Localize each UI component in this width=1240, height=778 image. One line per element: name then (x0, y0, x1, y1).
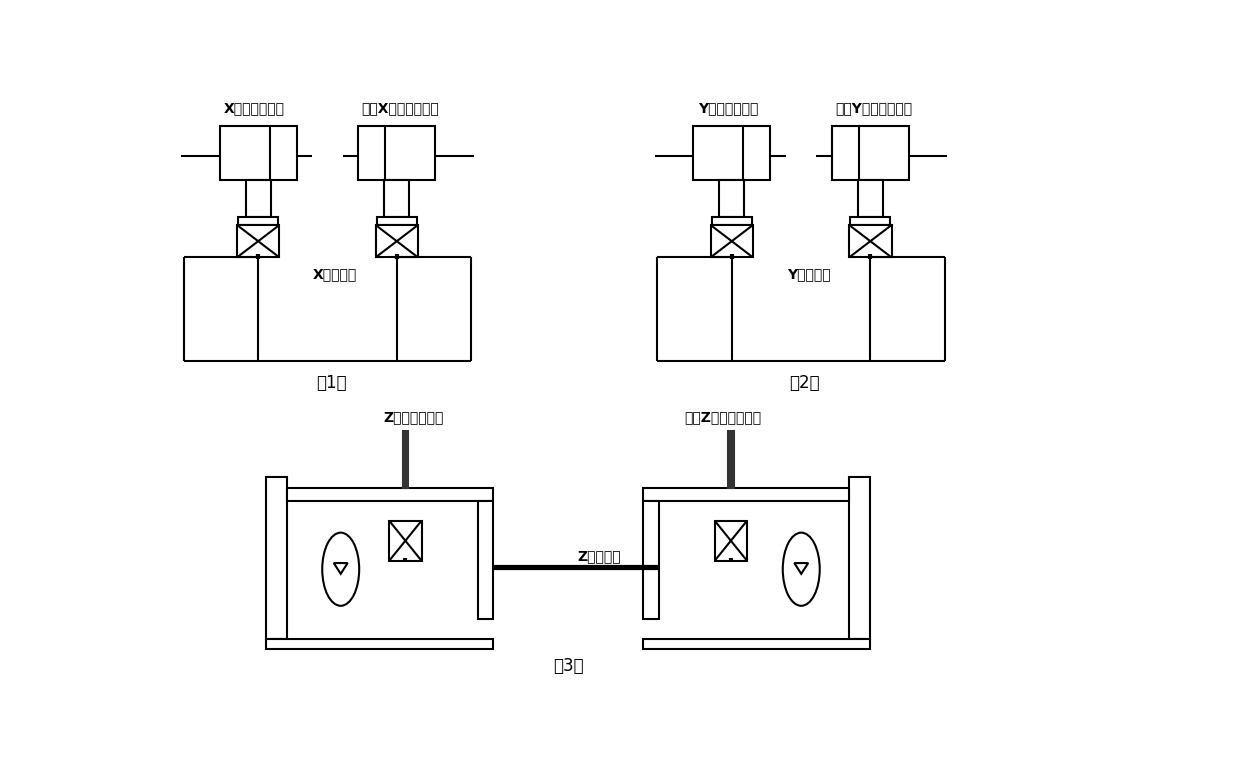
Bar (714, 520, 746, 561)
Text: Z气体通路: Z气体通路 (577, 549, 621, 563)
Bar (693, 127, 770, 180)
Bar (265, 477, 288, 639)
Ellipse shape (782, 533, 820, 606)
Bar (246, 180, 270, 217)
Bar (377, 217, 417, 225)
Text: Y气体通路: Y气体通路 (787, 268, 831, 282)
Bar (728, 430, 734, 489)
Bar (376, 225, 418, 258)
Bar (644, 489, 849, 501)
Bar (719, 180, 744, 217)
Bar (644, 501, 658, 619)
Text: 镜像Z气体压缩机构: 镜像Z气体压缩机构 (684, 411, 761, 425)
Bar (358, 127, 435, 180)
Bar (219, 127, 296, 180)
Bar (238, 217, 278, 225)
Text: Y气体压缩机构: Y气体压缩机构 (698, 101, 758, 115)
Ellipse shape (322, 533, 360, 606)
Bar (384, 180, 409, 217)
Bar (711, 225, 753, 258)
Bar (644, 639, 870, 650)
Bar (851, 217, 890, 225)
Text: 镜像X气体压缩机构: 镜像X气体压缩机构 (362, 101, 439, 115)
Bar (712, 217, 751, 225)
Bar (265, 639, 494, 650)
Text: Z气体压缩机构: Z气体压缩机构 (383, 411, 443, 425)
Polygon shape (334, 563, 347, 574)
Bar (849, 477, 870, 639)
Bar (832, 127, 909, 180)
Bar (849, 225, 892, 258)
Bar (237, 225, 279, 258)
Bar (403, 430, 408, 489)
Text: 镜像Y气体压缩机构: 镜像Y气体压缩机构 (836, 101, 913, 115)
Text: （1）: （1） (316, 374, 347, 392)
Text: X气体通路: X气体通路 (312, 268, 357, 282)
Text: （2）: （2） (790, 374, 820, 392)
Text: （3）: （3） (553, 657, 584, 675)
Polygon shape (795, 563, 808, 574)
Bar (858, 180, 883, 217)
Text: X气体压缩机构: X气体压缩机构 (224, 101, 285, 115)
Bar (389, 520, 422, 561)
Bar (477, 501, 494, 619)
Bar (288, 489, 494, 501)
